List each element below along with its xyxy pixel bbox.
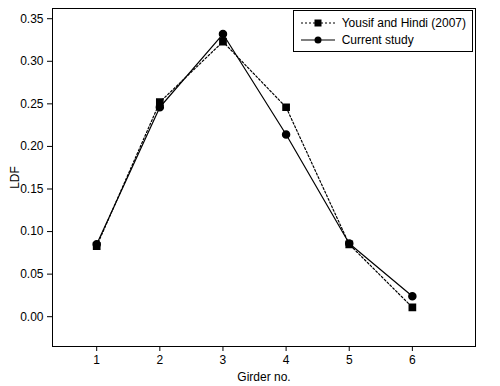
svg-text:0.15: 0.15 (20, 182, 44, 196)
svg-text:1: 1 (93, 353, 100, 367)
svg-text:5: 5 (346, 353, 353, 367)
svg-text:6: 6 (409, 353, 416, 367)
svg-text:3: 3 (220, 353, 227, 367)
svg-text:Girder no.: Girder no. (237, 370, 290, 384)
svg-text:4: 4 (283, 353, 290, 367)
svg-text:0.20: 0.20 (20, 139, 44, 153)
svg-text:0.35: 0.35 (20, 12, 44, 26)
svg-text:0.00: 0.00 (20, 310, 44, 324)
svg-text:0.25: 0.25 (20, 97, 44, 111)
html-text:Yousif and Hindi (2007): Yousif and Hindi (2007) (341, 15, 466, 30)
svg-text:0.10: 0.10 (20, 224, 44, 238)
svg-text:2: 2 (156, 353, 163, 367)
svg-text:0.30: 0.30 (20, 54, 44, 68)
svg-text:LDF: LDF (8, 166, 22, 189)
html-text:Current study: Current study (341, 32, 414, 47)
svg-text:0.05: 0.05 (20, 267, 44, 281)
